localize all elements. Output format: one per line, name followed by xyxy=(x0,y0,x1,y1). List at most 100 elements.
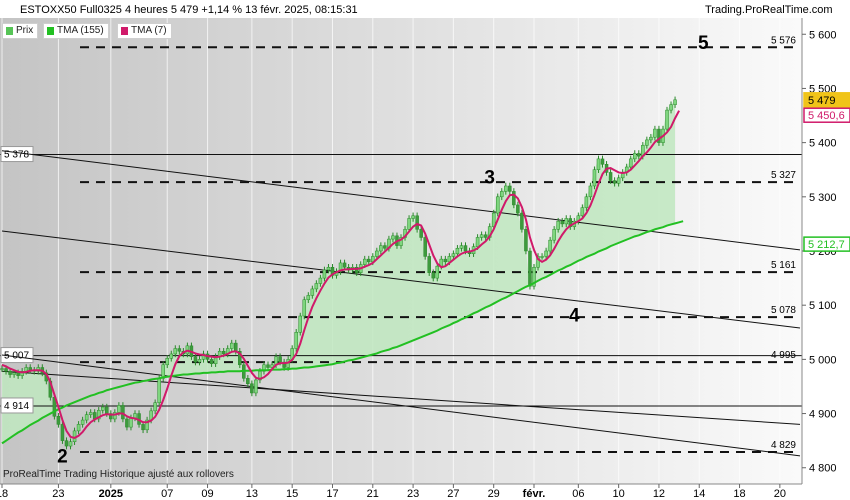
legend-label-tma155: TMA (155) xyxy=(57,25,104,36)
candle-body xyxy=(282,361,286,368)
candle-body xyxy=(552,229,556,241)
x-tick-label: 07 xyxy=(161,488,173,500)
wave-label: 5 xyxy=(698,33,709,54)
current-value-tag xyxy=(803,236,850,252)
candle-body xyxy=(427,256,431,273)
candle-body xyxy=(96,410,101,420)
legend-item-prix[interactable]: Prix xyxy=(2,23,39,39)
wave-label: 2 xyxy=(57,446,68,467)
candle-body xyxy=(254,379,258,394)
candle-body xyxy=(532,267,536,287)
candle-body xyxy=(540,256,544,258)
candle-body xyxy=(520,212,524,230)
candle-body xyxy=(399,237,403,246)
candle-body xyxy=(455,248,460,254)
legend-swatch-tma7 xyxy=(121,27,128,35)
candle-body xyxy=(173,348,178,355)
legend-item-tma155[interactable]: TMA (155) xyxy=(43,23,109,39)
candle-body xyxy=(584,196,589,208)
candle-body xyxy=(528,250,532,287)
candle-body xyxy=(169,353,174,359)
candle-body xyxy=(508,185,512,192)
candle-body xyxy=(80,419,85,425)
candle-body xyxy=(153,402,157,412)
candle-body xyxy=(76,424,81,432)
level-tag xyxy=(0,146,34,163)
candle-body xyxy=(616,177,621,184)
x-tick-label: 13 xyxy=(246,488,258,500)
candle-body xyxy=(246,378,250,385)
candle-body xyxy=(157,378,161,403)
level-label: 4 914 xyxy=(4,401,29,412)
candle-body xyxy=(125,418,129,428)
level-label: 5 378 xyxy=(4,150,29,161)
x-tick-label: 27 xyxy=(447,488,459,500)
candle-body xyxy=(4,368,8,372)
candle-body xyxy=(544,250,548,257)
candle-body xyxy=(262,364,266,372)
candle-body xyxy=(20,371,24,376)
x-tick-label: 10 xyxy=(613,488,625,500)
y-tick-label: 4 800 xyxy=(809,463,837,475)
candle-body xyxy=(141,424,145,431)
y-tick-label: 5 600 xyxy=(809,29,837,41)
candle-body xyxy=(673,99,677,105)
candle-body xyxy=(113,412,117,420)
candle-body xyxy=(628,158,633,168)
candle-body xyxy=(129,417,133,428)
candle-body xyxy=(318,277,323,284)
trend-line xyxy=(1,150,801,251)
candle-body xyxy=(637,153,641,157)
candle-body xyxy=(669,104,673,111)
candle-body xyxy=(8,371,12,375)
candle-body xyxy=(234,342,238,352)
candle-body xyxy=(379,245,383,252)
x-axis-panel xyxy=(0,484,850,500)
candle-body xyxy=(600,158,605,165)
candle-body xyxy=(512,191,516,206)
current-value-label: 5 479 xyxy=(808,95,836,107)
x-tick-label: 06 xyxy=(572,488,584,500)
candle-body xyxy=(645,139,649,146)
candle-body xyxy=(354,267,359,273)
y-tick-label: 5 100 xyxy=(809,300,837,312)
candle-body xyxy=(435,265,440,279)
candle-body xyxy=(415,215,419,230)
trend-line xyxy=(1,354,801,457)
chart-title-text: ESTOXX50 Full0325 4 heures 5 479 +1,14 %… xyxy=(20,4,358,16)
x-tick-label: févr. xyxy=(523,488,546,500)
legend-item-tma7[interactable]: TMA (7) xyxy=(117,23,172,39)
candle-body xyxy=(524,229,528,252)
x-tick-label: 23 xyxy=(407,488,419,500)
candle-body xyxy=(193,356,198,363)
candle-body xyxy=(338,262,343,272)
level-label: 5 576 xyxy=(771,35,796,46)
candle-body xyxy=(407,218,411,230)
candle-body xyxy=(375,250,379,257)
candle-body xyxy=(596,158,601,170)
candle-body xyxy=(362,258,367,265)
candle-body xyxy=(221,350,226,355)
candle-body xyxy=(266,364,270,368)
candle-body xyxy=(133,413,137,419)
candle-body xyxy=(504,185,508,192)
candle-body xyxy=(310,288,315,296)
y-tick-label: 5 000 xyxy=(809,354,837,366)
tma155-line xyxy=(1,220,684,445)
level-label: 5 327 xyxy=(771,170,796,181)
candle-body xyxy=(391,235,395,240)
candle-body xyxy=(64,440,69,447)
candle-body xyxy=(121,405,125,420)
candle-body xyxy=(463,245,468,252)
current-value-tag xyxy=(803,92,850,108)
chart-title: ESTOXX50 Full0325 4 heures 5 479 +1,14 %… xyxy=(20,4,358,16)
candle-body xyxy=(0,368,4,370)
candle-body xyxy=(367,258,371,263)
candle-body xyxy=(68,441,73,447)
candle-body xyxy=(298,315,302,333)
y-tick-label: 5 300 xyxy=(809,192,837,204)
level-label: 5 007 xyxy=(4,351,29,362)
candle-body xyxy=(495,196,500,214)
